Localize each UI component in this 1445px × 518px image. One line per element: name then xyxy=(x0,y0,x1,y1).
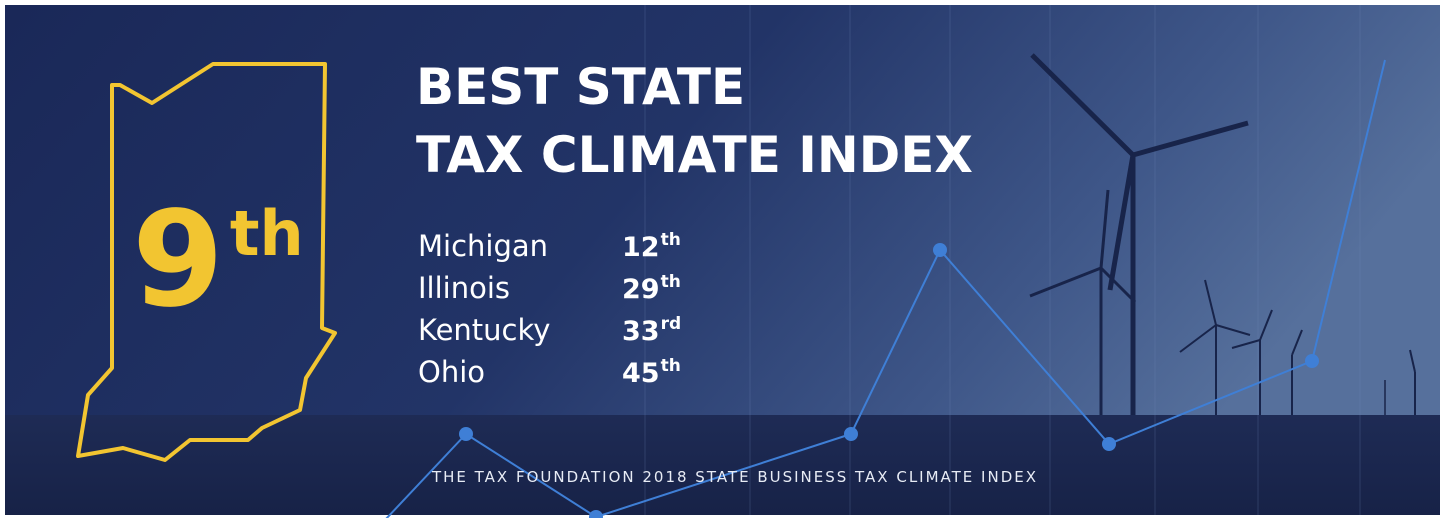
state-rank: 45 xyxy=(622,358,660,389)
rank-suffix: rd xyxy=(661,314,682,334)
headline-line: BEST STATE xyxy=(416,58,745,116)
field xyxy=(5,415,1440,515)
rank-suffix: th xyxy=(661,230,681,250)
state-name: Michigan xyxy=(418,229,548,263)
state-rank: 29 xyxy=(622,274,660,305)
page: {"headline": {"lines": ["BEST STATE", "T… xyxy=(0,0,1445,518)
state-name: Ohio xyxy=(418,355,485,389)
rank-suffix: th xyxy=(661,272,681,292)
state-rank: 12 xyxy=(622,232,660,263)
state-name: Kentucky xyxy=(418,313,550,347)
banner: 9 th BEST STATE TAX CLIMATE INDEX Michig… xyxy=(0,0,1445,518)
featured-suffix: th xyxy=(230,197,304,270)
footer: THE TAX FOUNDATION 2018 STATE BUSINESS T… xyxy=(431,468,1038,486)
headline-line: TAX CLIMATE INDEX xyxy=(416,126,973,184)
featured-rank: 9 xyxy=(132,183,224,337)
rank-suffix: th xyxy=(661,356,681,376)
state-name: Illinois xyxy=(418,271,510,305)
state-rank: 33 xyxy=(622,316,660,347)
